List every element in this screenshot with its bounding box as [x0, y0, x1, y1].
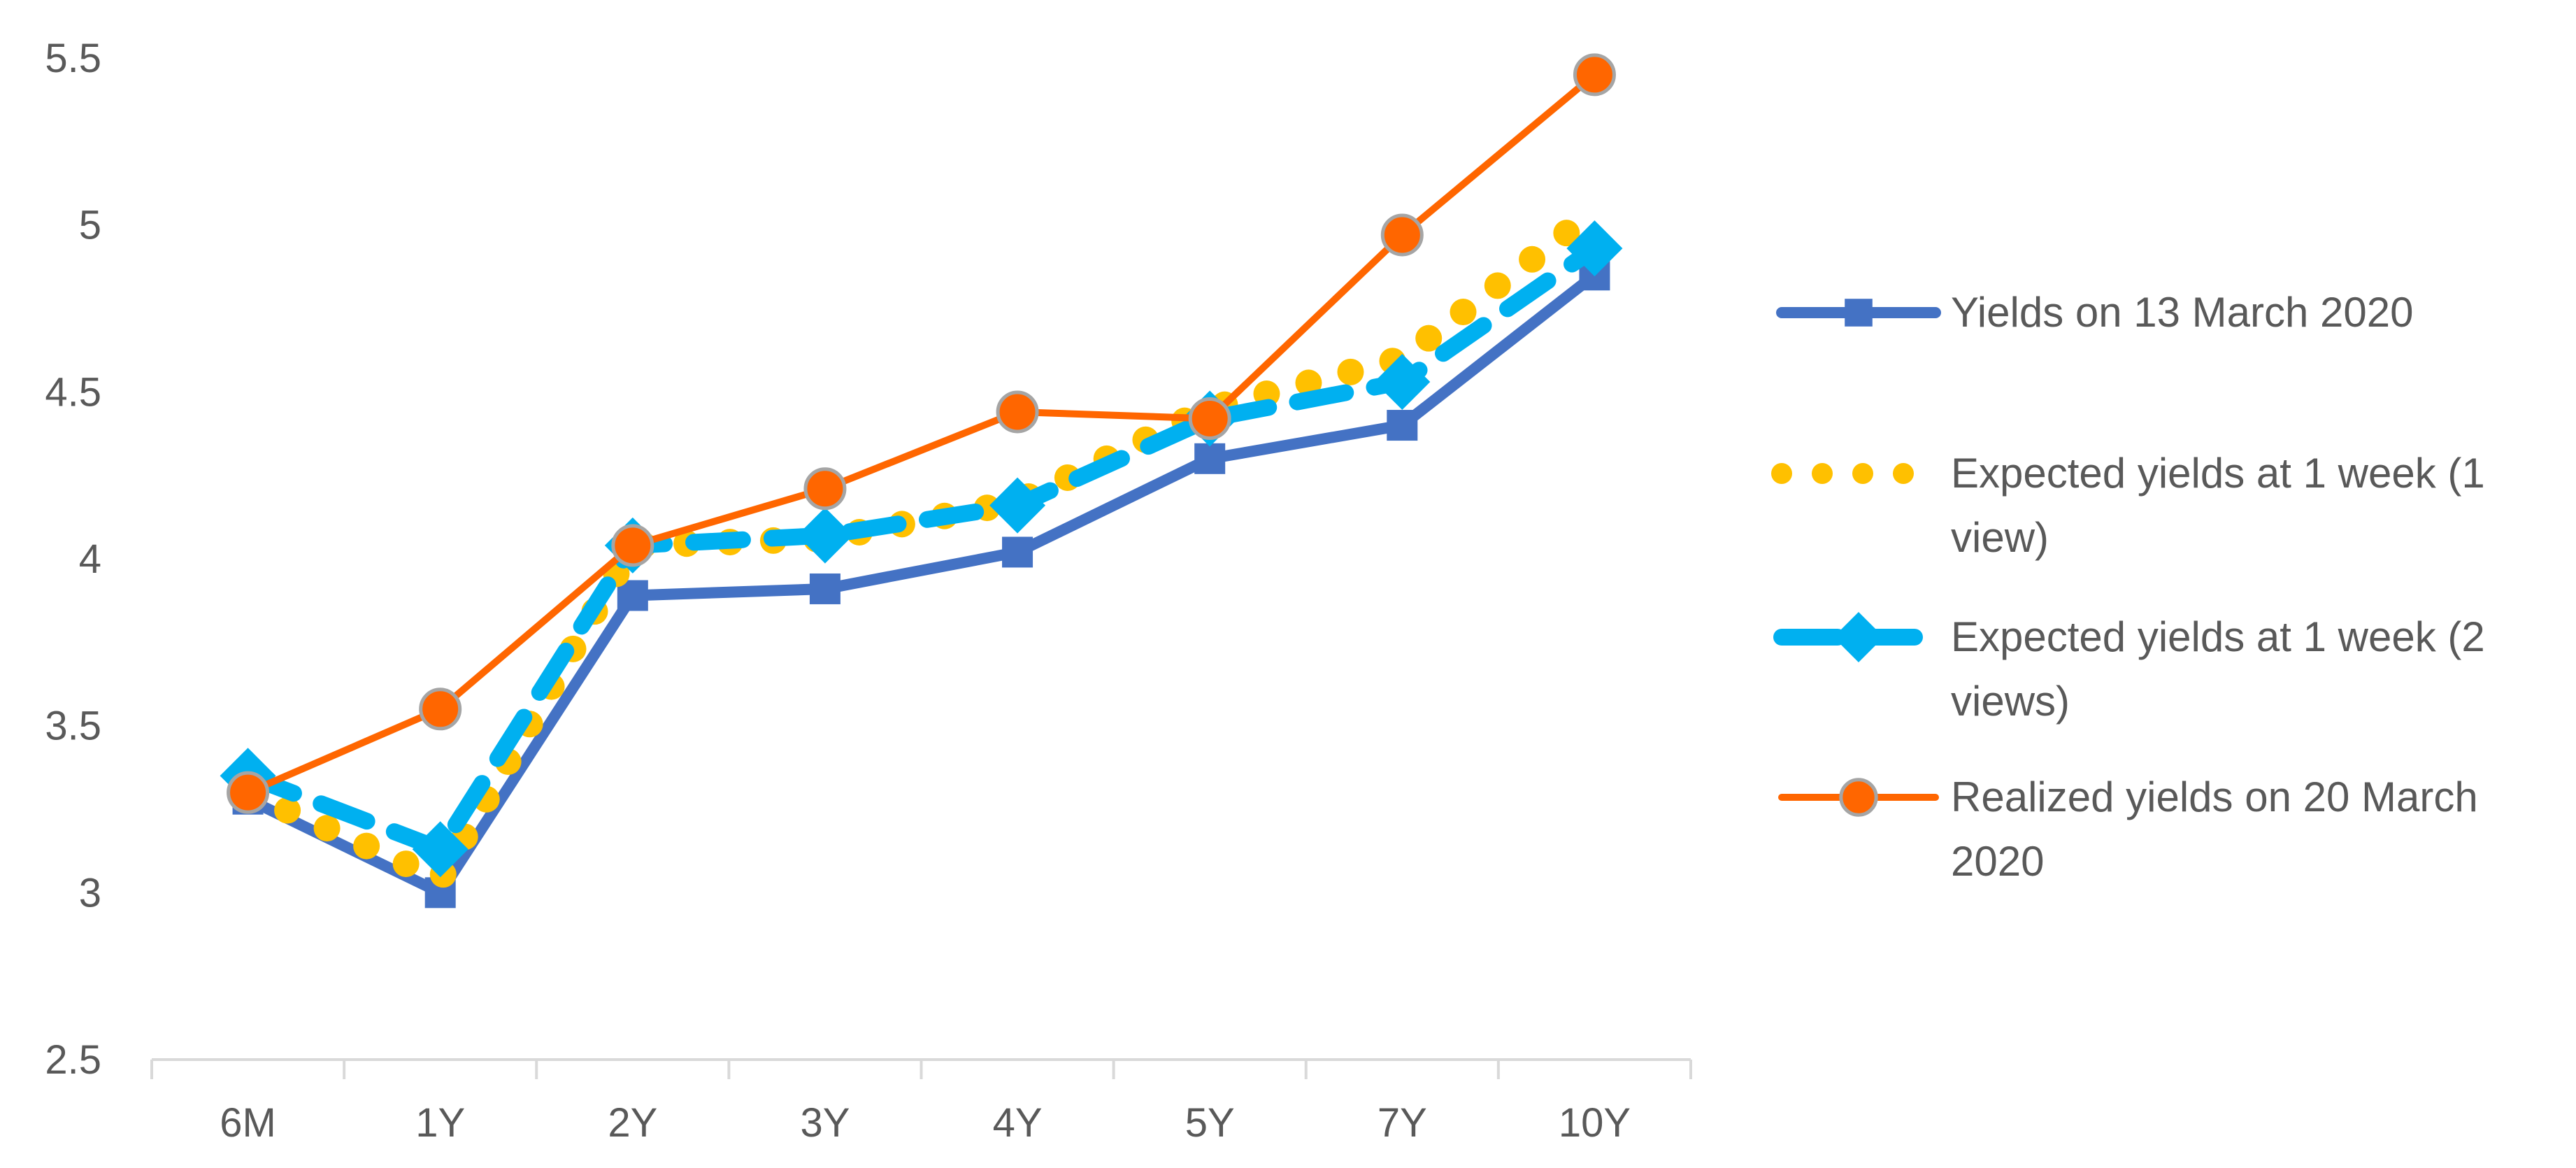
legend-item-realized-yields-on-20-march-2020: Realized yields on 20 March 2020 — [1778, 774, 2478, 885]
y-tick-label: 3.5 — [45, 704, 101, 749]
legend-item-expected-yields-at-1-week-1-view: Expected yields at 1 week (1 view) — [1771, 450, 2485, 561]
x-tick-label-6m: 6M — [220, 1100, 276, 1146]
legend: Yields on 13 March 2020 Expected yields a… — [1771, 289, 2485, 885]
data-point — [412, 821, 468, 878]
legend-swatch-marker — [1833, 612, 1884, 662]
x-axis: 6M 1Y 2Y 3Y 4Y 5Y 7Y 10Y — [150, 1058, 1692, 1146]
series-expected-yields-at-1-week-1-view — [234, 198, 1608, 893]
legend-label: Realized yields on 20 March — [1951, 774, 2478, 820]
data-point — [1194, 443, 1226, 474]
series-line — [239, 240, 1603, 858]
y-axis: 2.5 3 3.5 4 4.5 5 5.5 — [45, 36, 101, 1083]
y-tick-label: 2.5 — [45, 1037, 101, 1083]
y-tick-label: 5.5 — [45, 36, 101, 81]
data-point — [1566, 220, 1623, 277]
data-point — [1573, 53, 1616, 97]
legend-label: 2020 — [1951, 838, 2044, 885]
legend-swatch-marker — [1839, 778, 1878, 817]
x-tick-label-7y: 7Y — [1378, 1100, 1427, 1146]
series-expected-yields-at-1-week-2-views — [220, 220, 1623, 878]
data-point — [803, 467, 847, 511]
legend-label: Expected yields at 1 week (2 — [1951, 613, 2485, 660]
y-tick-label: 4.5 — [45, 369, 101, 415]
data-point — [796, 507, 853, 564]
legend-item-yields-on-13-march-2020: Yields on 13 March 2020 — [1776, 289, 2414, 336]
y-tick-label: 3 — [79, 870, 101, 916]
x-tick-label-2y: 2Y — [608, 1100, 657, 1146]
data-point — [1374, 354, 1431, 411]
x-tick-label-1y: 1Y — [415, 1100, 465, 1146]
data-point — [989, 477, 1046, 534]
data-point — [611, 524, 654, 567]
legend-label: views) — [1951, 678, 2070, 725]
x-tick-label-10y: 10Y — [1559, 1100, 1631, 1146]
legend-label: view) — [1951, 514, 2049, 561]
data-point — [809, 573, 840, 604]
plot-area — [220, 53, 1623, 909]
y-tick-label: 4 — [79, 536, 101, 582]
series-realized-yields-on-20-march-2020 — [227, 53, 1616, 814]
legend-label: Yields on 13 March 2020 — [1951, 289, 2414, 336]
x-tick-label-3y: 3Y — [800, 1100, 850, 1146]
data-point — [1387, 410, 1418, 441]
data-point — [227, 771, 270, 814]
data-point — [419, 688, 462, 731]
data-point — [1188, 397, 1231, 441]
series-line — [244, 71, 1598, 797]
legend-item-expected-yields-at-1-week-2-views: Expected yields at 1 week (2 views) — [1773, 612, 2485, 725]
y-tick-label: 5 — [79, 203, 101, 248]
series-line — [234, 198, 1608, 893]
legend-label: Expected yields at 1 week (1 — [1951, 450, 2485, 497]
legend-swatch-marker — [1845, 299, 1873, 327]
x-tick-label-4y: 4Y — [993, 1100, 1043, 1146]
x-tick-label-5y: 5Y — [1185, 1100, 1235, 1146]
data-point — [1002, 536, 1033, 568]
data-point — [996, 390, 1039, 434]
data-point — [1380, 213, 1424, 257]
